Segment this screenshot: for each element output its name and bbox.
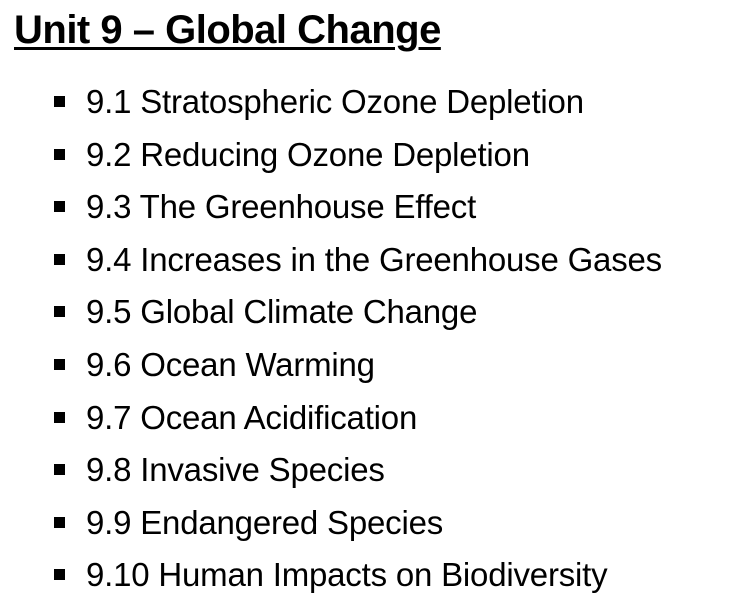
topic-label: 9.9 Endangered Species: [86, 503, 444, 541]
square-bullet-icon: [54, 411, 65, 423]
topic-label: 9.7 Ocean Acidification: [86, 398, 418, 436]
topic-label: 9.10 Human Impacts on Biodiversity: [86, 556, 608, 594]
topic-label: 9.2 Reducing Ozone Depletion: [86, 135, 530, 173]
square-bullet-icon: [54, 253, 65, 265]
square-bullet-icon: [54, 201, 65, 213]
square-bullet-icon: [54, 569, 65, 581]
square-bullet-icon: [54, 358, 65, 370]
topic-label: 9.8 Invasive Species: [86, 451, 385, 489]
square-bullet-icon: [54, 148, 65, 160]
topic-label: 9.4 Increases in the Greenhouse Gases: [86, 240, 662, 278]
square-bullet-icon: [54, 516, 65, 528]
page-title: Unit 9 – Global Change: [14, 8, 441, 52]
square-bullet-icon: [54, 464, 65, 476]
topic-label: 9.1 Stratospheric Ozone Depletion: [86, 83, 584, 120]
topic-label: 9.5 Global Climate Change: [86, 293, 478, 331]
square-bullet-icon: [54, 96, 65, 107]
square-bullet-icon: [54, 306, 65, 318]
topic-label: 9.3 The Greenhouse Effect: [86, 188, 477, 226]
topic-label: 9.6 Ocean Warming: [86, 345, 375, 383]
